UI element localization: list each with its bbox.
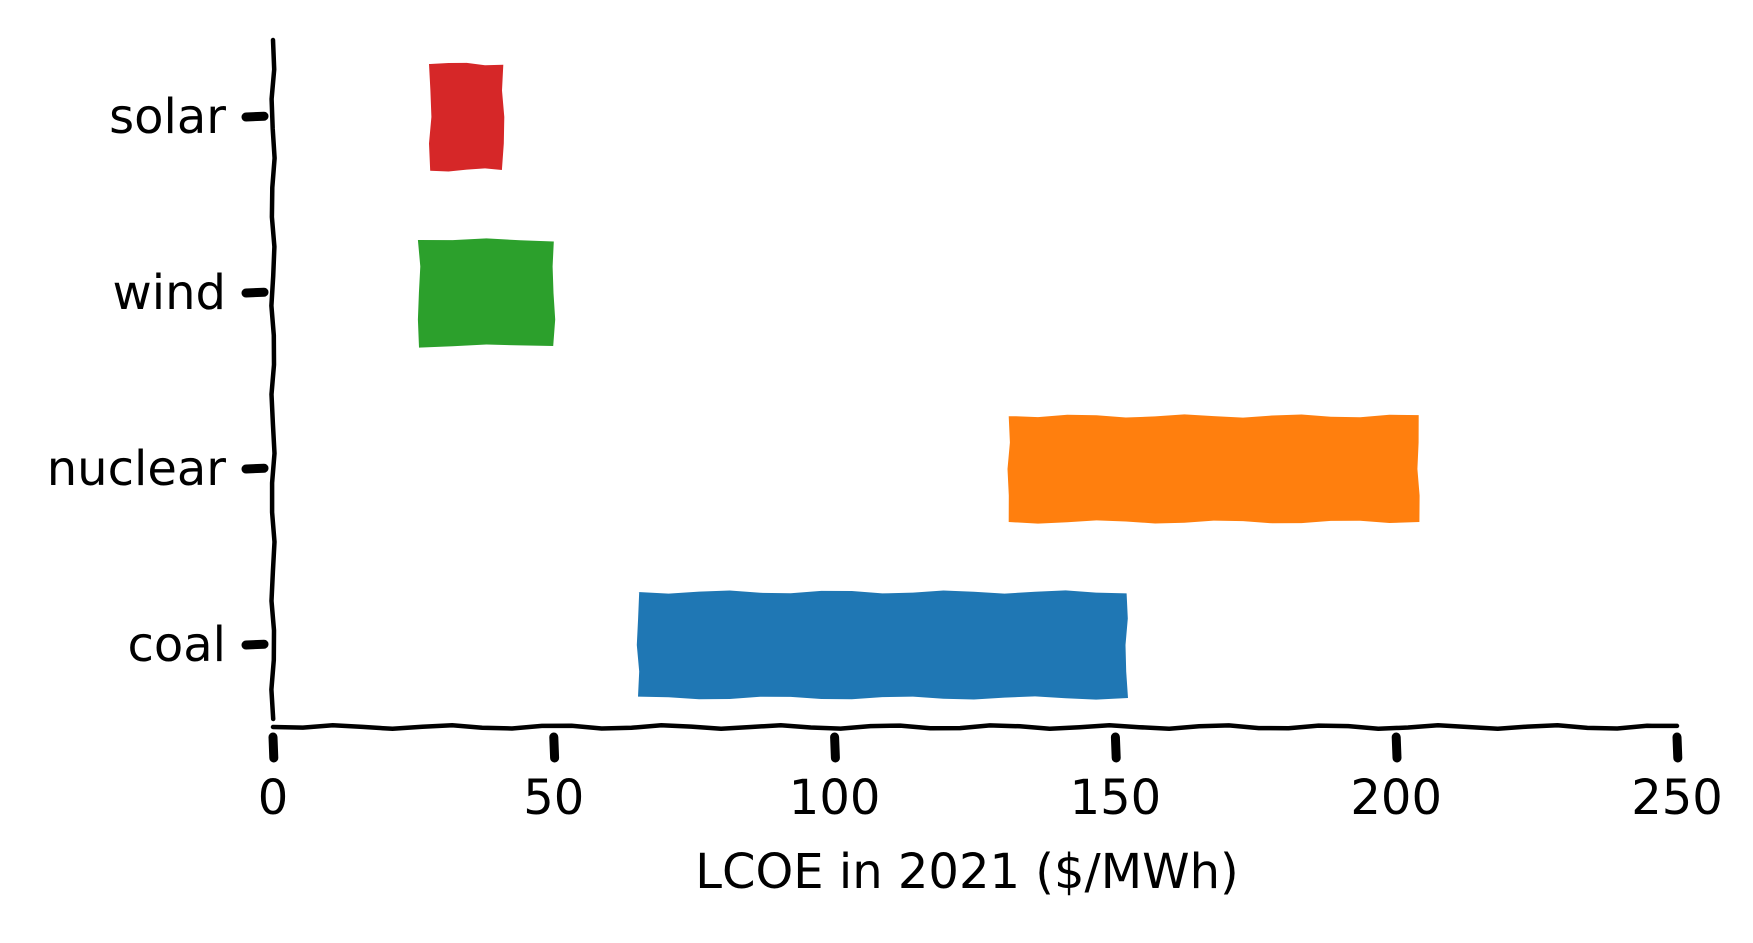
bar-nuclear	[1007, 414, 1420, 524]
bar-coal	[636, 590, 1128, 700]
y-ticks-layer: coal nuclear wind solar	[47, 89, 269, 673]
y-tick-label-coal: coal	[127, 617, 226, 673]
x-tick-label-0: 0	[258, 770, 289, 826]
y-tick-wind	[241, 287, 269, 298]
axes-layer	[269, 37, 1680, 732]
y-tick-label-solar: solar	[109, 89, 226, 145]
x-tick-50	[549, 732, 560, 763]
x-tick-0	[268, 732, 279, 763]
y-tick-label-nuclear: nuclear	[47, 441, 227, 497]
y-tick-solar	[241, 111, 269, 122]
x-axis-title: LCOE in 2021 ($/MWh)	[695, 844, 1239, 900]
x-tick-250	[1672, 732, 1683, 763]
x-axis-line	[270, 722, 1680, 732]
x-tick-100	[830, 732, 840, 763]
y-tick-label-wind: wind	[113, 265, 226, 321]
bar-wind	[417, 238, 556, 348]
x-tick-label-50: 50	[523, 770, 584, 826]
bars-layer	[417, 62, 1420, 700]
x-ticks-layer: 0 50 100 150 200 250	[258, 732, 1723, 826]
x-tick-label-250: 250	[1631, 770, 1723, 826]
x-tick-200	[1391, 732, 1402, 763]
bar-solar	[429, 62, 505, 172]
y-tick-coal	[241, 639, 269, 650]
x-tick-label-100: 100	[789, 770, 881, 826]
y-tick-nuclear	[241, 463, 269, 474]
x-tick-label-200: 200	[1350, 770, 1442, 826]
y-axis-line	[269, 37, 277, 722]
x-tick-150	[1110, 732, 1121, 763]
x-tick-label-150: 150	[1070, 770, 1162, 826]
